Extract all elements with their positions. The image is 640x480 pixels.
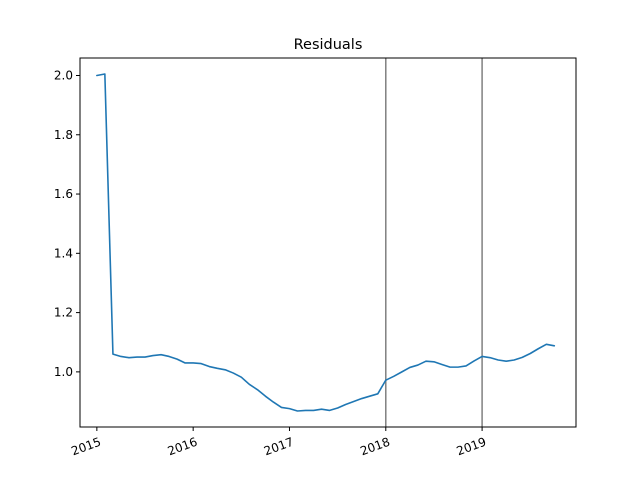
- y-tick-label: 1.8: [54, 128, 73, 142]
- vertical-marker-lines: [385, 58, 483, 427]
- chart-title: Residuals: [294, 37, 363, 53]
- y-axis-ticks: 1.0 1.2 1.4 1.6 1.8 2.0: [54, 68, 80, 379]
- series-line-residuals: [96, 73, 556, 412]
- y-tick-label: 1.6: [54, 187, 73, 201]
- y-tick-label: 1.4: [54, 246, 73, 260]
- y-tick-label: 1.0: [54, 365, 73, 379]
- y-tick-label: 1.2: [54, 306, 73, 320]
- series-group: [96, 73, 556, 412]
- y-tick-label: 2.0: [54, 68, 73, 82]
- plot-frame: [79, 57, 577, 428]
